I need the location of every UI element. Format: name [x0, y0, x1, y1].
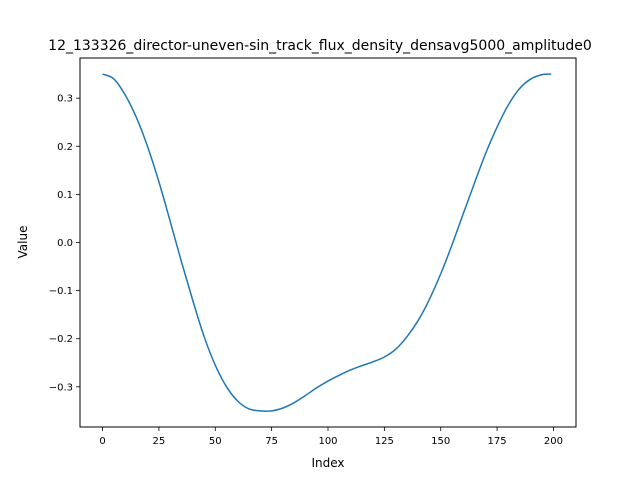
x-tick-label: 125 [375, 436, 394, 447]
x-tick-label: 175 [488, 436, 507, 447]
y-tick-label: 0.2 [57, 142, 73, 153]
y-tick-label: 0.1 [57, 190, 73, 201]
y-axis-label: Value [16, 226, 30, 259]
x-tick-label: 100 [318, 436, 337, 447]
x-tick-label: 0 [99, 436, 105, 447]
plot-area [102, 73, 552, 412]
y-tick-label: −0.3 [49, 382, 73, 393]
x-tick-label: 25 [153, 436, 166, 447]
x-tick-label: 75 [265, 436, 278, 447]
x-axis-label: Index [311, 456, 344, 470]
y-axis-ticks: 0.3 0.2 0.1 0.0 −0.1 −0.2 −0.3 [49, 94, 80, 393]
plot-frame [79, 57, 577, 428]
x-tick-label: 50 [209, 436, 222, 447]
y-tick-label: −0.1 [49, 286, 73, 297]
chart-title: 12_133326_director-uneven-sin_track_flux… [48, 38, 592, 54]
y-tick-label: −0.2 [49, 334, 73, 345]
x-tick-label: 150 [431, 436, 450, 447]
x-axis-ticks: 0 25 50 75 100 125 150 175 200 [99, 427, 563, 447]
series-line-0 [102, 73, 552, 412]
y-tick-label: 0.0 [57, 238, 73, 249]
x-tick-label: 200 [544, 436, 563, 447]
y-tick-label: 0.3 [57, 94, 73, 105]
